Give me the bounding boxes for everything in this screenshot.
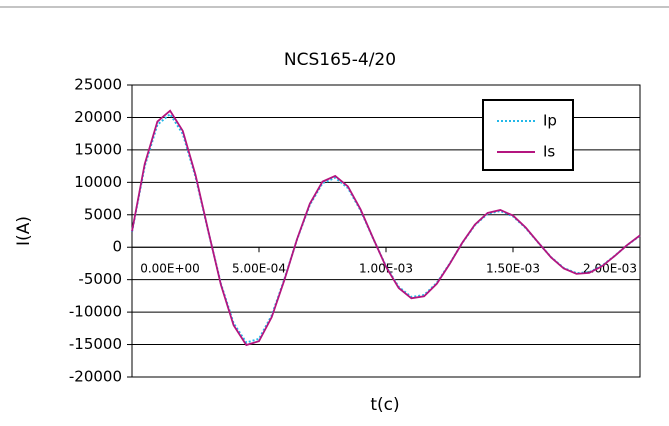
x-tick-label: 1.50E-03 <box>486 262 540 276</box>
chart-title: NCS165-4/20 <box>284 50 396 70</box>
x-tick-label: 1.00E-03 <box>359 262 413 276</box>
y-tick-label: 10000 <box>74 173 122 191</box>
y-tick-label: -20000 <box>69 368 122 386</box>
legend-label: Ip <box>543 112 557 130</box>
y-tick-label: 20000 <box>74 108 122 126</box>
legend: Ip Is <box>482 99 574 171</box>
legend-label: Is <box>543 143 555 161</box>
x-tick-label: 5.00E-04 <box>232 262 286 276</box>
x-axis-title: t(c) <box>370 395 399 415</box>
y-tick-label: 15000 <box>74 140 122 158</box>
series-line <box>131 109 641 347</box>
y-tick-label: -15000 <box>69 335 122 353</box>
y-tick-label: -10000 <box>69 303 122 321</box>
y-tick-label: 25000 <box>74 76 122 94</box>
y-axis-title: I(A) <box>14 216 34 246</box>
y-tick-label: -5000 <box>78 270 122 288</box>
legend-box <box>482 99 574 171</box>
x-tick-label: 2.00E-03 <box>583 262 637 276</box>
y-tick-label: 0 <box>112 238 122 256</box>
x-tick-label: 0.00E+00 <box>140 262 200 276</box>
y-tick-label: 5000 <box>84 205 122 223</box>
